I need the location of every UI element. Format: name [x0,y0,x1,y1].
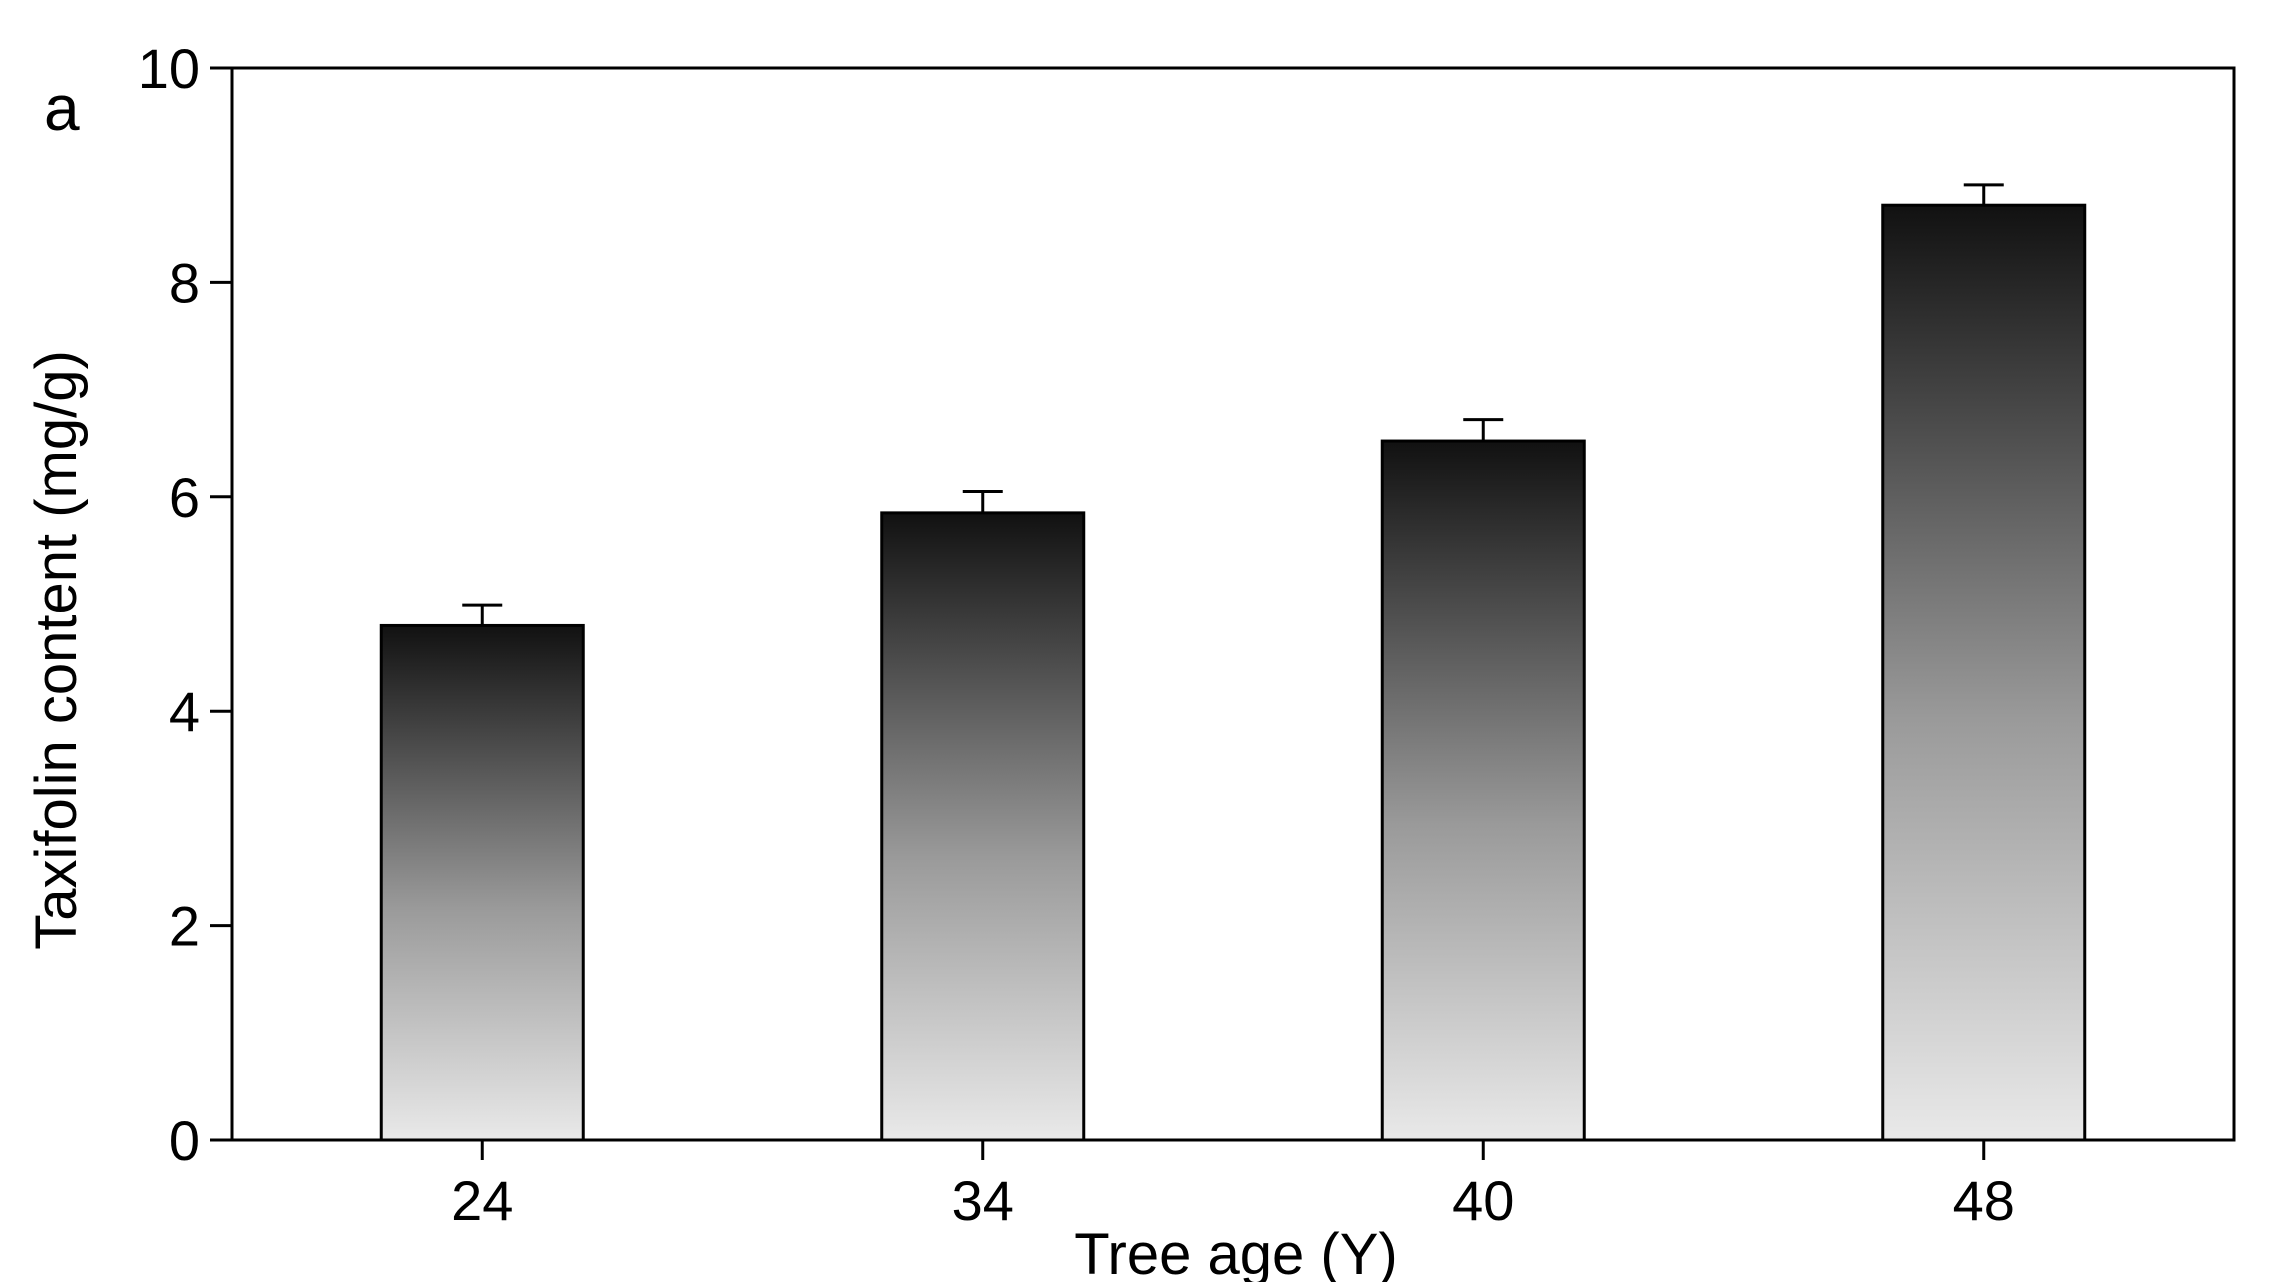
x-tick-label: 40 [1452,1169,1514,1232]
bar-series [379,203,2087,1142]
panel-label: a [44,72,80,144]
x-tick-label: 48 [1953,1169,2015,1232]
x-tick-label: 24 [451,1169,513,1232]
y-axis-label: Taxifolin content (mg/g) [24,350,89,950]
x-axis: 24 34 40 48 [451,1140,2015,1232]
y-tick-label: 10 [138,37,200,100]
y-tick-label: 4 [169,680,200,743]
x-tick-label: 34 [952,1169,1014,1232]
y-tick-label: 2 [169,895,200,958]
error-bar-series [462,183,2004,626]
plot-frame [230,66,2236,1142]
y-tick-label: 0 [169,1109,200,1172]
y-axis: 0 2 4 6 8 10 [138,37,232,1172]
x-axis-label: Tree age (Y) [1074,1222,1397,1282]
y-tick-label: 6 [169,466,200,529]
bar [1881,203,2087,1142]
bar [379,623,585,1142]
bar [1380,439,1586,1142]
bar [880,511,1086,1142]
y-tick-label: 8 [169,251,200,314]
